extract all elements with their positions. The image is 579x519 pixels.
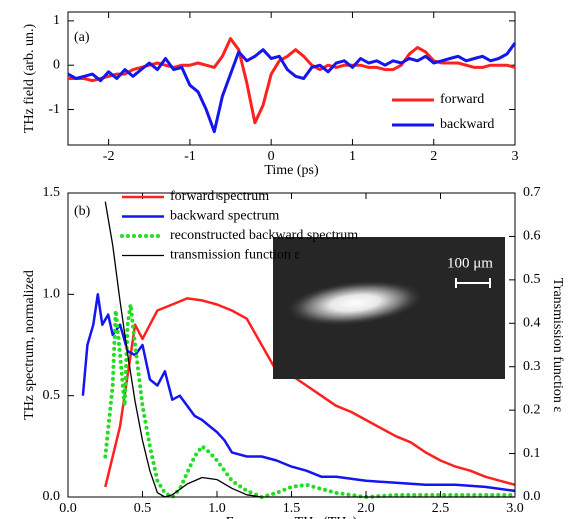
y2-tick-label: 0.1 [523, 446, 541, 461]
x-tick-label: 1.0 [208, 501, 226, 516]
y-tick-label: 0.5 [43, 388, 61, 403]
y-axis-label: THz field (arb. un.) [22, 24, 37, 134]
x-tick-label: 2.0 [357, 501, 375, 516]
legend-label: forward [440, 92, 484, 107]
y-tick-label: -1 [48, 102, 60, 117]
x-tick-label: 0 [268, 149, 275, 164]
x-tick-label: 3.0 [506, 501, 524, 516]
x-tick-label: 2.5 [432, 501, 450, 516]
x-tick-label: 3 [512, 149, 519, 164]
y2-tick-label: 0.6 [523, 229, 541, 244]
legend-label: backward spectrum [170, 209, 279, 224]
y2-tick-label: 0.2 [523, 402, 541, 417]
y2-tick-label: 0.5 [523, 272, 541, 287]
x-axis-label: Frequency νTHz (THz) [226, 515, 358, 519]
y-tick-label: 0.0 [43, 489, 61, 504]
y2-tick-label: 0.7 [523, 185, 541, 200]
legend-label: backward [440, 117, 494, 132]
series-line [68, 37, 516, 125]
scale-label: 100 μm [447, 255, 493, 271]
y2-tick-label: 0.4 [523, 316, 541, 331]
y2-axis-label: Transmission function ε [550, 278, 565, 413]
y-tick-label: 1.5 [43, 185, 61, 200]
x-tick-label: 1.5 [283, 501, 301, 516]
x-tick-label: -2 [103, 149, 115, 164]
y-axis-label: THz spectrum, normalized [22, 270, 37, 420]
y-tick-label: 0 [53, 57, 60, 72]
x-tick-label: 1 [349, 149, 356, 164]
y-tick-label: 1 [53, 13, 60, 28]
legend-label: forward spectrum [170, 189, 269, 204]
y2-tick-label: 0.0 [523, 489, 541, 504]
series-line [67, 42, 517, 134]
panel-label: (b) [74, 204, 91, 219]
beam-spot [285, 279, 425, 327]
series-line [81, 293, 516, 493]
x-tick-label: 0.0 [59, 501, 77, 516]
y2-tick-label: 0.3 [523, 359, 541, 374]
x-tick-label: 0.5 [134, 501, 152, 516]
legend-label: reconstructed backward spectrum [170, 228, 358, 243]
x-axis-label: Time (ps) [264, 163, 319, 178]
y-tick-label: 1.0 [43, 287, 61, 302]
x-tick-label: 2 [430, 149, 437, 164]
panel-label: (a) [74, 30, 90, 45]
x-tick-label: -1 [184, 149, 196, 164]
legend-label: transmission function ε [170, 248, 300, 263]
inset-image: 100 μm [273, 237, 505, 379]
